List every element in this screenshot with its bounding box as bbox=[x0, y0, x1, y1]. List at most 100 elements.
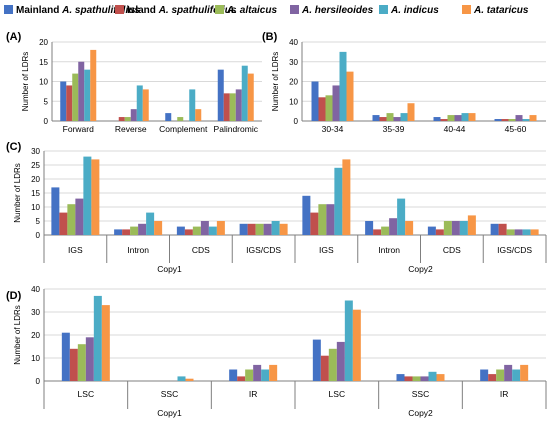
bar bbox=[72, 73, 79, 121]
x-category-label: SSC bbox=[412, 389, 429, 399]
y-axis-label: Number of LDRs bbox=[13, 305, 22, 365]
bar bbox=[336, 341, 345, 381]
x-category-label: IR bbox=[249, 389, 258, 399]
y-tick-label: 10 bbox=[39, 78, 48, 87]
bar bbox=[447, 115, 455, 121]
legend-swatch bbox=[462, 5, 471, 14]
y-tick-label: 20 bbox=[39, 38, 48, 47]
bar bbox=[122, 229, 131, 235]
bar bbox=[241, 65, 248, 121]
bar bbox=[208, 226, 217, 235]
bar bbox=[397, 198, 406, 235]
panel-a: (A) 0 5 10 15 20 Number of LDRs Forward Reverse C… bbox=[6, 31, 262, 134]
y-tick-label: 10 bbox=[289, 97, 298, 106]
bar bbox=[302, 195, 311, 235]
bar bbox=[372, 115, 380, 121]
legend-swatch bbox=[115, 5, 124, 14]
y-axis-label: Number of LDRs bbox=[13, 163, 22, 223]
bar bbox=[498, 223, 507, 235]
bar bbox=[118, 117, 125, 121]
bar bbox=[177, 117, 184, 121]
bar bbox=[467, 215, 476, 235]
panel-label: (C) bbox=[6, 141, 22, 153]
bar bbox=[253, 364, 262, 381]
bar bbox=[310, 212, 319, 235]
y-tick-label: 15 bbox=[39, 58, 48, 67]
bar bbox=[435, 229, 444, 235]
bar bbox=[522, 119, 530, 121]
bar bbox=[501, 119, 509, 121]
bar bbox=[346, 71, 354, 121]
y-tick-label: 30 bbox=[289, 58, 298, 67]
bar bbox=[101, 305, 110, 381]
bar bbox=[326, 204, 335, 235]
bar bbox=[389, 218, 398, 235]
x-category-label: Intron bbox=[127, 245, 149, 255]
bar bbox=[66, 85, 73, 121]
legend-item: A. altaicus bbox=[215, 5, 277, 16]
bar bbox=[176, 226, 185, 235]
y-tick-label: 5 bbox=[44, 97, 49, 106]
bar bbox=[67, 204, 76, 235]
x-category-label: IGS/CDS bbox=[497, 245, 532, 255]
legend-label: A. indicus bbox=[390, 5, 439, 16]
bar bbox=[247, 73, 254, 121]
bar bbox=[496, 369, 505, 381]
bar bbox=[91, 159, 100, 235]
legend-item: Mainland A. spathulifolius bbox=[4, 5, 140, 16]
bar bbox=[51, 187, 60, 235]
bar bbox=[522, 229, 531, 235]
y-axis-label: Number of LDRs bbox=[21, 52, 30, 112]
x-category-label: LSC bbox=[329, 389, 346, 399]
bar bbox=[427, 226, 436, 235]
bar bbox=[379, 117, 387, 121]
legend-item: A. hersileoides bbox=[290, 5, 374, 16]
bar bbox=[381, 226, 390, 235]
panel-label: (D) bbox=[6, 290, 22, 302]
bar bbox=[412, 376, 421, 381]
bar bbox=[229, 369, 238, 381]
bar bbox=[440, 119, 448, 121]
panel-d: (D) 0 10 20 30 40 Number of LDRs LSC SSC IR LSC SSC… bbox=[6, 285, 547, 418]
x-category-label: SSC bbox=[161, 389, 178, 399]
y-tick-label: 10 bbox=[31, 354, 40, 363]
bar bbox=[407, 103, 415, 121]
bar bbox=[235, 89, 242, 121]
bar bbox=[530, 229, 539, 235]
bar bbox=[428, 371, 437, 381]
bar bbox=[328, 348, 337, 381]
bar bbox=[154, 221, 163, 235]
bar bbox=[520, 364, 529, 381]
y-tick-label: 20 bbox=[31, 331, 40, 340]
bar bbox=[223, 93, 230, 121]
y-tick-label: 0 bbox=[36, 231, 41, 240]
bar bbox=[318, 204, 327, 235]
bar bbox=[490, 223, 499, 235]
legend-label: Island A. spathulifolius bbox=[127, 5, 237, 16]
x-category-label: IGS/CDS bbox=[246, 245, 281, 255]
x-category-label: 30-34 bbox=[322, 124, 344, 134]
bar bbox=[245, 369, 254, 381]
bar bbox=[508, 119, 516, 121]
bar bbox=[529, 115, 537, 121]
bar bbox=[312, 339, 321, 381]
x-category-label: Complement bbox=[159, 124, 208, 134]
bar bbox=[459, 221, 468, 235]
y-tick-label: 40 bbox=[31, 285, 40, 294]
bar bbox=[146, 212, 155, 235]
bar bbox=[136, 85, 143, 121]
y-tick-label: 5 bbox=[36, 217, 41, 226]
bar bbox=[488, 374, 497, 381]
y-axis-label: Number of LDRs bbox=[271, 52, 280, 112]
bar bbox=[405, 221, 414, 235]
bar bbox=[83, 156, 92, 235]
legend-item: Island A. spathulifolius bbox=[115, 5, 237, 16]
x-category-label: IGS bbox=[68, 245, 83, 255]
bar bbox=[480, 369, 489, 381]
bar bbox=[189, 89, 196, 121]
bar bbox=[396, 374, 405, 381]
legend-item: A. tataricus bbox=[462, 5, 529, 16]
bar bbox=[216, 221, 225, 235]
bar bbox=[142, 89, 149, 121]
